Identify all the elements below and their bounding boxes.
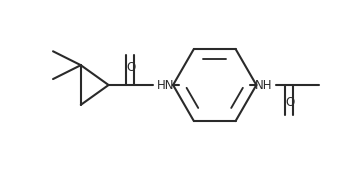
Text: O: O xyxy=(127,61,136,74)
Text: NH: NH xyxy=(255,79,272,92)
Text: HN: HN xyxy=(157,79,175,92)
Text: O: O xyxy=(285,96,295,109)
